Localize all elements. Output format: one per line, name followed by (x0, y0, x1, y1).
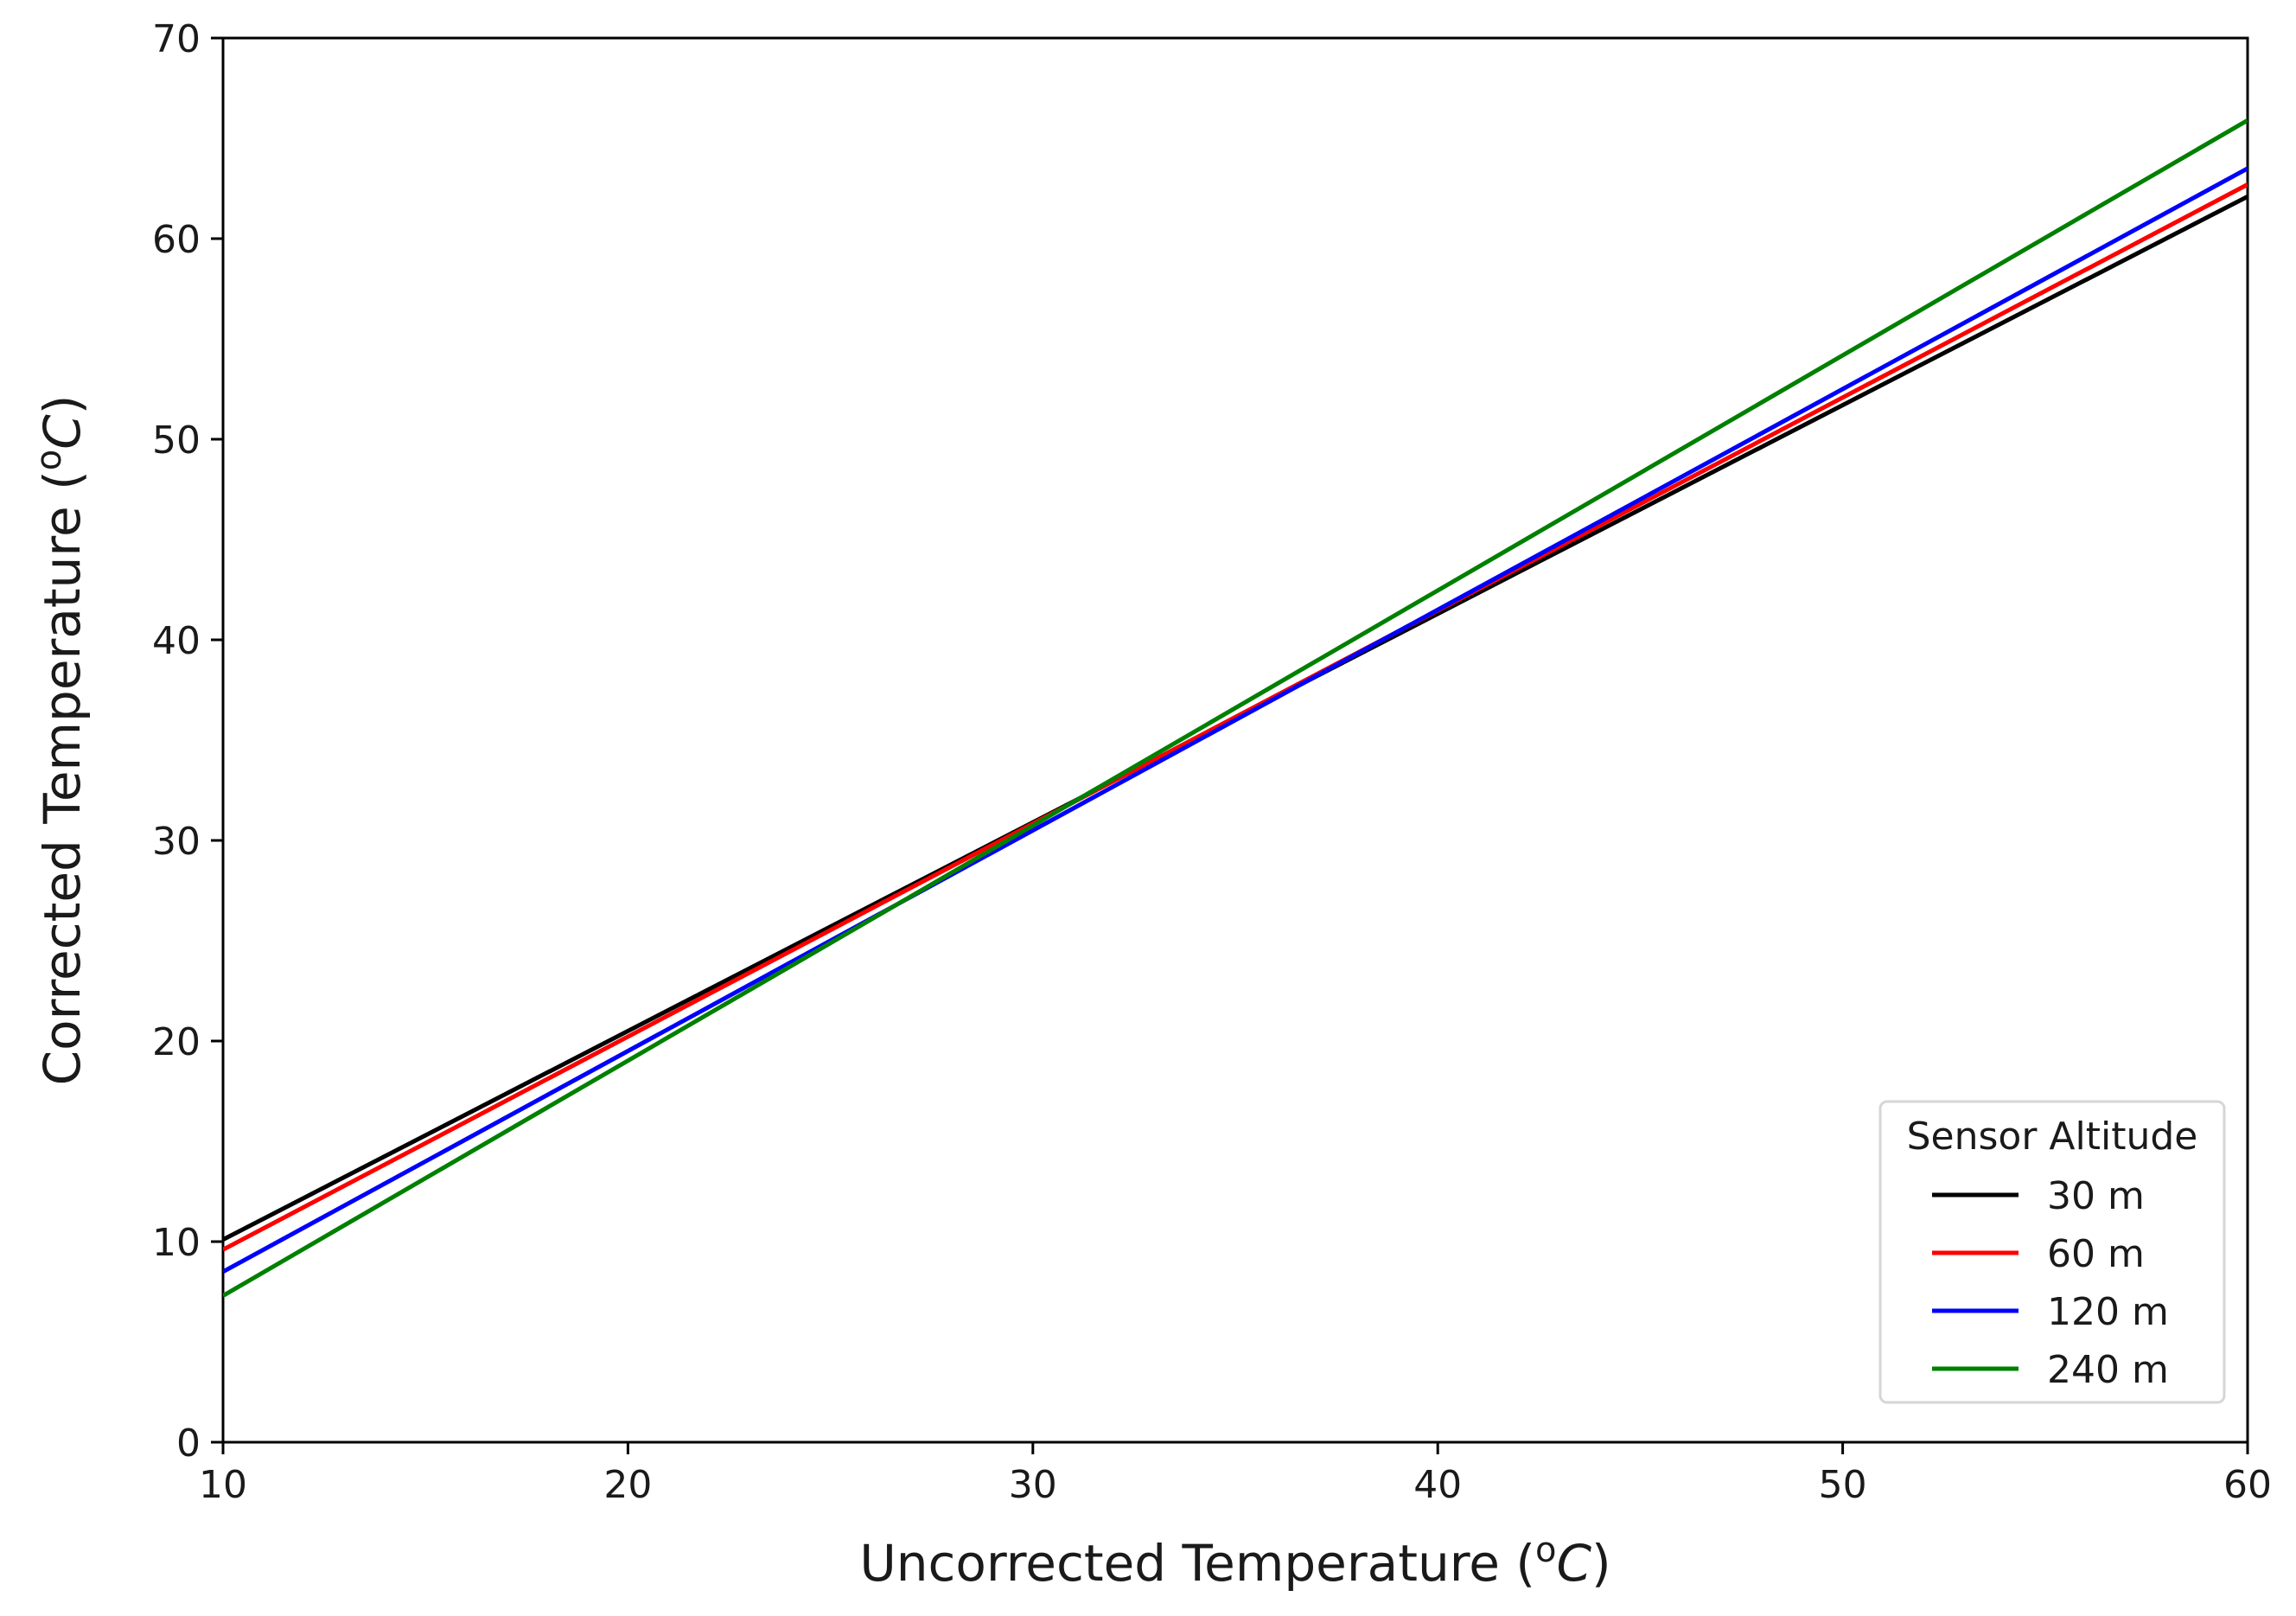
series-line-60-m (223, 182, 2248, 1252)
y-tick-label: 70 (152, 17, 201, 61)
x-tick-label: 40 (1413, 1463, 1462, 1507)
legend-label: 30 m (2047, 1174, 2145, 1218)
x-tick-label: 20 (603, 1463, 652, 1507)
y-axis-label: Corrected Temperature (oC) (29, 395, 92, 1086)
x-tick-label: 30 (1009, 1463, 1057, 1507)
y-tick-label: 30 (152, 820, 201, 864)
legend-entries: 30 m 60 m 120 m 240 m (1932, 1174, 2169, 1392)
y-tick-label: 20 (152, 1020, 201, 1064)
y-tick-label: 50 (152, 418, 201, 463)
x-tick-label: 60 (2223, 1463, 2272, 1507)
y-tick-label: 0 (176, 1421, 201, 1466)
x-axis-label: Uncorrected Temperature (oC) (859, 1530, 1610, 1593)
legend-title: Sensor Altitude (1907, 1115, 2198, 1159)
x-tick-label: 50 (1819, 1463, 1867, 1507)
series-layer (223, 118, 2248, 1298)
series-line-120-m (223, 166, 2248, 1274)
legend: Sensor Altitude 30 m 60 m 120 m 240 m (1878, 1100, 2226, 1404)
y-tick-label: 60 (152, 218, 201, 262)
y-tick-label: 10 (152, 1221, 201, 1265)
legend-label: 240 m (2047, 1348, 2169, 1392)
legend-label: 60 m (2047, 1232, 2145, 1276)
legend-box (1878, 1100, 2226, 1404)
y-axis: 0 10 20 30 40 50 60 70 (152, 17, 223, 1466)
x-tick-label: 10 (199, 1463, 247, 1507)
y-tick-label: 40 (152, 619, 201, 663)
x-axis: 10 20 30 40 50 60 (199, 1442, 2272, 1507)
legend-label: 120 m (2047, 1290, 2169, 1334)
series-line-240-m (223, 118, 2248, 1298)
